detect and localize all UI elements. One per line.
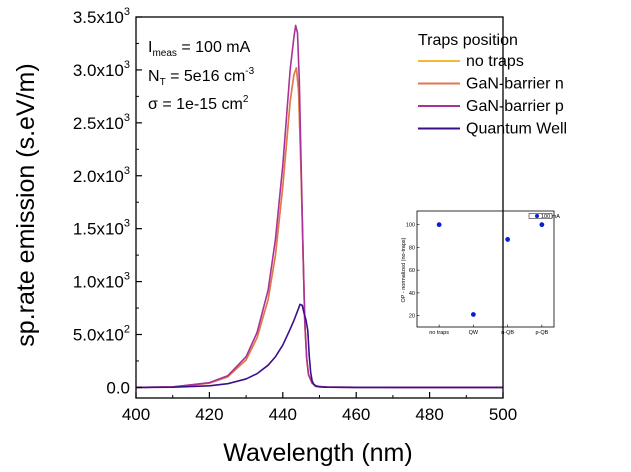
inset-legend-label: 100 mA	[541, 214, 560, 220]
inset-data-points	[436, 222, 545, 317]
inset-y-tick-label: 20	[409, 314, 415, 320]
annotation-measure-current: Imeas = 100 mA	[148, 39, 251, 59]
x-axis-label: Wavelength (nm)	[223, 439, 412, 467]
annotation-block: Imeas = 100 mA NT = 5e16 cm-3 σ = 1e-15 …	[148, 39, 255, 113]
x-tick-label: 420	[195, 405, 223, 424]
y-tick-label: 3.0x103	[73, 59, 130, 80]
inset-legend: 100 mA	[528, 213, 560, 220]
inset-y-tick-label: 80	[409, 245, 415, 251]
inset-plot-frame	[416, 210, 555, 328]
y-tick-label: 2.0x103	[73, 165, 130, 186]
x-tick-label: 440	[269, 405, 297, 424]
inset-x-tick-label: n-QB	[501, 330, 514, 336]
y-tick-label: 5.0x102	[73, 324, 130, 345]
legend-entry-label: GaN-barrier n	[466, 76, 564, 93]
y-tick-label: 1.0x103	[73, 271, 130, 292]
inset-point-no-traps	[436, 222, 442, 228]
y-tick-label: 1.5x103	[73, 218, 130, 239]
inset-legend-box	[528, 213, 553, 219]
legend: Traps position no traps GaN-barrier n GaN-…	[418, 32, 567, 138]
series-curves	[135, 24, 503, 389]
series-line-no-traps	[135, 67, 503, 389]
inset-y-tick-label: 40	[409, 291, 415, 297]
inset-point-p-qb	[539, 222, 545, 228]
x-tick-label: 480	[415, 405, 443, 424]
x-tick-label: 500	[489, 405, 517, 424]
inset-y-tick-label: 100	[406, 223, 415, 229]
y-tick-label: 0.0	[106, 378, 130, 397]
legend-items: no traps GaN-barrier n GaN-barrier p Quantu…	[418, 53, 567, 138]
main-plot: 400 420 440 460 480 500 0.0 5.0x102 1.0x103 1.5x1…	[12, 6, 567, 467]
inset-axis-ticks: 20 40 60 80 100 no traps QW n-QB p-QB	[406, 223, 549, 336]
y-axis-label: sp.rate emission (s.eV/m)	[12, 63, 40, 346]
inset-x-tick-label: p-QB	[535, 330, 548, 336]
inset-point-qw	[470, 312, 476, 317]
inset-x-tick-label: QW	[469, 330, 479, 336]
legend-entry-label: Quantum Well	[466, 121, 567, 138]
y-tick-label: 2.5x103	[73, 112, 130, 133]
inset-y-axis-label: OP - normalized (no-traps)	[401, 237, 407, 302]
x-tick-label: 400	[122, 405, 150, 424]
inset-x-tick-label: no traps	[429, 330, 449, 336]
inset-legend-marker	[535, 214, 539, 218]
series-line-quantum-well	[135, 303, 503, 389]
inset-point-n-qb	[505, 237, 511, 242]
annotation-trap-density: NT = 5e16 cm-3	[148, 66, 255, 88]
legend-title: Traps position	[418, 32, 518, 49]
legend-entry-label: GaN-barrier p	[466, 98, 564, 115]
annotation-cross-section: σ = 1e-15 cm2	[148, 94, 249, 113]
series-line-gan-barrier-n	[135, 67, 503, 389]
legend-entry-label: no traps	[466, 53, 524, 70]
x-tick-label: 460	[342, 405, 370, 424]
inset-chart: 20 40 60 80 100 no traps QW n-QB p-QB 100 mA OP …	[401, 210, 560, 336]
axis-ticks: 400 420 440 460 480 500 0.0 5.0x102 1.0x103 1.5x1…	[73, 6, 517, 424]
inset-y-tick-label: 60	[409, 268, 415, 274]
y-tick-label: 3.5x103	[73, 6, 130, 27]
